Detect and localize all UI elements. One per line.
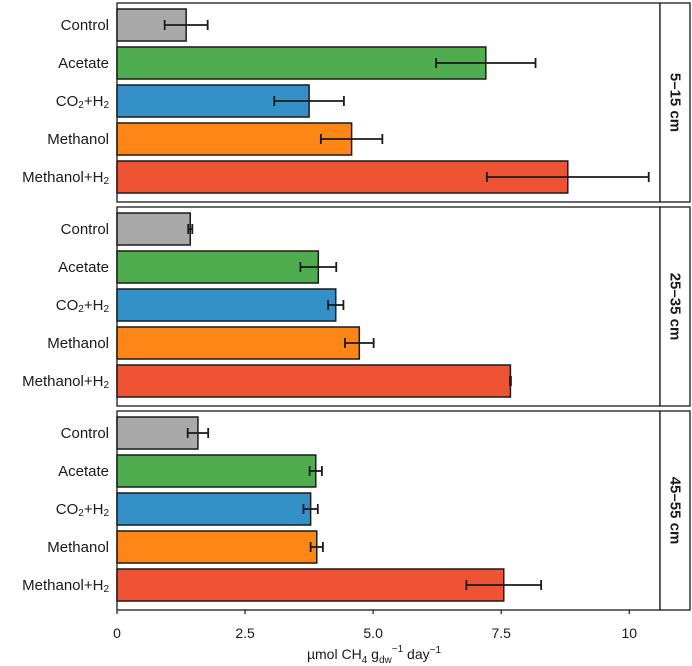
x-tick-label: 2.5 bbox=[235, 625, 255, 641]
error-bar bbox=[435, 58, 537, 68]
bar bbox=[116, 160, 569, 194]
x-axis: 0 2.5 5.0 7.5 10 bbox=[113, 610, 637, 641]
error-bar bbox=[273, 96, 345, 106]
error-bar bbox=[186, 428, 210, 438]
bar bbox=[116, 326, 361, 360]
category-label: Control bbox=[61, 17, 109, 34]
category-label: Methanol bbox=[47, 131, 109, 148]
x-tick-label: 5.0 bbox=[363, 625, 383, 641]
category-label: Methanol+H2 bbox=[22, 373, 109, 391]
bar bbox=[116, 416, 199, 450]
category-label: Control bbox=[61, 221, 109, 238]
facet-label: 5–15 cm bbox=[667, 73, 684, 132]
bar bbox=[116, 212, 192, 246]
bar bbox=[116, 364, 512, 398]
panels: 5–15 cm Control Acetate CO2+H2 Methanol Metha… bbox=[22, 2, 691, 611]
category-label: Control bbox=[61, 425, 109, 442]
x-tick-label: 0 bbox=[113, 625, 121, 641]
panel-2: 25–35 cm Control Acetate CO2+H2 Methanol Meth… bbox=[22, 206, 691, 407]
category-label: Acetate bbox=[58, 55, 109, 72]
error-bar bbox=[327, 300, 345, 310]
error-bar bbox=[163, 20, 209, 30]
category-label: CO2+H2 bbox=[56, 297, 110, 315]
bar bbox=[116, 122, 353, 156]
error-bar bbox=[308, 466, 323, 476]
facet-label: 45–55 cm bbox=[667, 477, 684, 545]
facet-label: 25–35 cm bbox=[667, 273, 684, 341]
facet-strip bbox=[659, 206, 691, 407]
bar bbox=[116, 46, 487, 80]
error-bar bbox=[309, 542, 324, 552]
error-bar bbox=[344, 338, 375, 348]
error-bar bbox=[302, 504, 319, 514]
category-label: Methanol bbox=[47, 539, 109, 556]
bar bbox=[116, 288, 337, 322]
error-bar bbox=[299, 262, 338, 272]
category-label: CO2+H2 bbox=[56, 501, 110, 519]
error-bar bbox=[187, 224, 194, 234]
facet-strip bbox=[659, 410, 691, 611]
bar bbox=[116, 568, 505, 602]
panel-3: 45–55 cm Control Acetate CO2+H2 Methanol Meth… bbox=[22, 410, 691, 611]
x-tick-label: 10 bbox=[621, 625, 637, 641]
error-bar bbox=[319, 134, 384, 144]
x-axis-title: µmol CH4 gdw−1 day−1 bbox=[307, 644, 442, 666]
error-bar bbox=[465, 580, 543, 590]
category-label: Acetate bbox=[58, 259, 109, 276]
bar bbox=[116, 492, 312, 526]
category-label: Acetate bbox=[58, 463, 109, 480]
bar bbox=[116, 454, 317, 488]
category-label: Methanol+H2 bbox=[22, 577, 109, 595]
bar bbox=[116, 250, 320, 284]
bar bbox=[116, 530, 318, 564]
category-label: Methanol bbox=[47, 335, 109, 352]
category-label: Methanol+H2 bbox=[22, 169, 109, 187]
category-label: CO2+H2 bbox=[56, 93, 110, 111]
error-bar bbox=[485, 172, 650, 182]
x-tick-label: 7.5 bbox=[491, 625, 511, 641]
facet-strip bbox=[659, 2, 691, 203]
error-bar bbox=[509, 376, 512, 386]
panel-1: 5–15 cm Control Acetate CO2+H2 Methanol Metha… bbox=[22, 2, 691, 203]
